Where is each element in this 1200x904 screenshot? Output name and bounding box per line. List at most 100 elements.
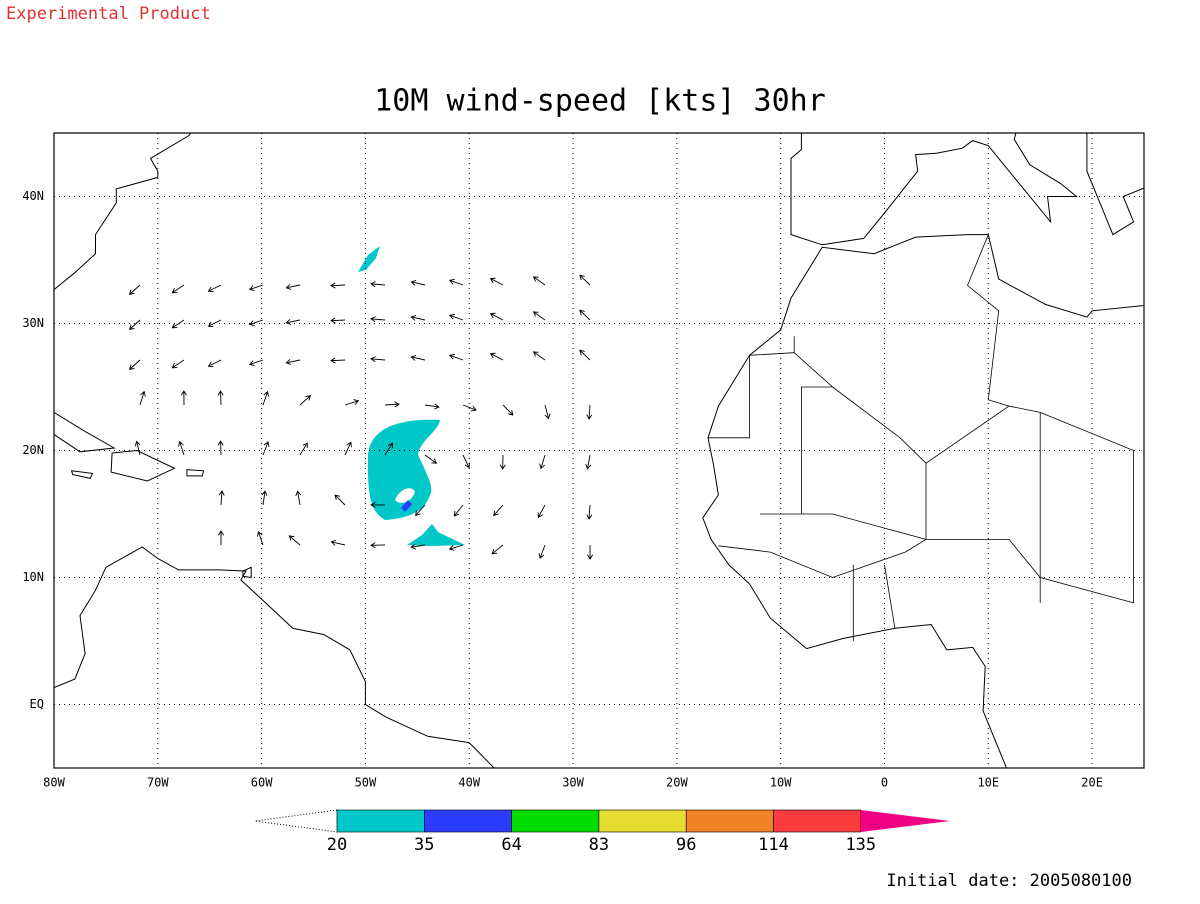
colorbar-label: 35 (414, 835, 434, 855)
wind-arrow (330, 282, 346, 289)
border (718, 386, 1134, 604)
wind-arrow (262, 441, 270, 456)
lon-tick-label: 80W (43, 776, 65, 790)
wind-arrow (586, 404, 593, 420)
wind-arrow (256, 530, 264, 546)
wind-arrow (448, 278, 464, 286)
wind-arrow (579, 274, 591, 286)
wind-arrow (180, 390, 187, 406)
wind-arrow (579, 309, 591, 321)
lon-tick-label: 20E (1081, 776, 1103, 790)
colorbar-box (511, 809, 600, 833)
colorbar-high (860, 810, 950, 832)
wind-arrow (370, 356, 386, 363)
wind-arrow (585, 454, 592, 470)
wind-arrow (128, 319, 141, 330)
wind-arrow (415, 504, 426, 517)
wind-arrow (295, 490, 302, 506)
wind-arrow (330, 317, 346, 324)
wind-arrow (410, 314, 426, 321)
wind-arrow (171, 284, 185, 294)
wind-arrow (370, 501, 386, 508)
wind-arrow (489, 352, 504, 361)
wind-arrow (370, 542, 386, 549)
wind-arrow (299, 395, 312, 406)
wind-arrow (587, 544, 594, 560)
wind-arrow (218, 530, 224, 546)
wind-arrow (285, 284, 301, 290)
coastline (54, 133, 192, 291)
lon-tick-label: 0 (881, 776, 888, 790)
wind-arrow (128, 284, 141, 295)
lat-tick-label: 30N (22, 316, 44, 330)
wind-arrow (334, 494, 346, 506)
wind-arrow (330, 539, 346, 546)
wind-arrow (330, 357, 346, 364)
wind-arrow (217, 440, 224, 456)
colorbar-box (773, 809, 862, 833)
colorbar-label: 114 (758, 835, 789, 855)
wind-arrow (134, 440, 141, 456)
border (793, 352, 834, 514)
wind-shade (401, 500, 412, 512)
map-frame (53, 132, 1145, 769)
coastline (242, 566, 252, 579)
wind-arrow (370, 281, 386, 288)
wind-arrow (493, 504, 504, 517)
wind-arrow (139, 390, 146, 406)
wind-arrow (248, 319, 264, 326)
border (759, 513, 927, 540)
wind-arrow (462, 454, 470, 469)
lon-tick-label: 70W (147, 776, 169, 790)
header-label: Experimental Product (6, 4, 211, 24)
wind-arrow (489, 277, 504, 286)
wind-arrow (448, 313, 464, 321)
wind-arrow (207, 359, 222, 368)
wind-arrow (261, 490, 268, 506)
wind-arrow (384, 442, 393, 456)
wind-arrow (288, 535, 301, 546)
lon-tick-label: 50W (355, 776, 377, 790)
coastline (110, 449, 176, 482)
initial-date: Initial date: 2005080100 (886, 871, 1132, 891)
wind-arrow (448, 353, 464, 361)
wind-arrow (384, 401, 400, 408)
map-content (54, 133, 1144, 768)
colorbar-box (685, 809, 774, 833)
colorbar-label: 20 (327, 835, 347, 855)
colorbar-box (598, 809, 687, 833)
coastline (54, 546, 495, 768)
colorbar-label: 83 (589, 835, 609, 855)
wind-arrow (537, 504, 546, 519)
wind-arrow (491, 544, 504, 555)
lon-tick-label: 10W (770, 776, 792, 790)
coastline (70, 470, 94, 479)
wind-arrow (410, 543, 426, 550)
wind-arrow (532, 311, 546, 321)
wind-arrow (579, 349, 591, 361)
coastline (702, 234, 1144, 768)
wind-shade (358, 246, 380, 272)
wind-arrow (299, 442, 308, 456)
wind-arrow (171, 359, 185, 369)
wind-arrow (502, 404, 514, 416)
wind-arrow (532, 351, 546, 361)
wind-arrow (344, 399, 360, 406)
lat-tick-label: EQ (30, 697, 44, 711)
wind-arrow (586, 504, 593, 520)
wind-arrow (448, 544, 464, 551)
lat-tick-label: 40N (22, 189, 44, 203)
coastline (54, 411, 116, 453)
colorbar-label: 135 (845, 835, 876, 855)
wind-arrow (453, 504, 464, 517)
wind-arrow (178, 440, 185, 456)
title: 10M wind-speed [kts] 30hr (374, 84, 826, 119)
wind-arrow (248, 284, 264, 291)
wind-arrow (410, 354, 426, 361)
colorbar-label: 96 (676, 835, 696, 855)
wind-arrow (532, 276, 546, 286)
wind-arrow (262, 390, 270, 406)
lat-tick-label: 10N (22, 570, 44, 584)
map: 80W 70W 60W 50W 40W 30W 20W 10W 0 10E 20E 40N 30N 20N… (22, 132, 1145, 790)
